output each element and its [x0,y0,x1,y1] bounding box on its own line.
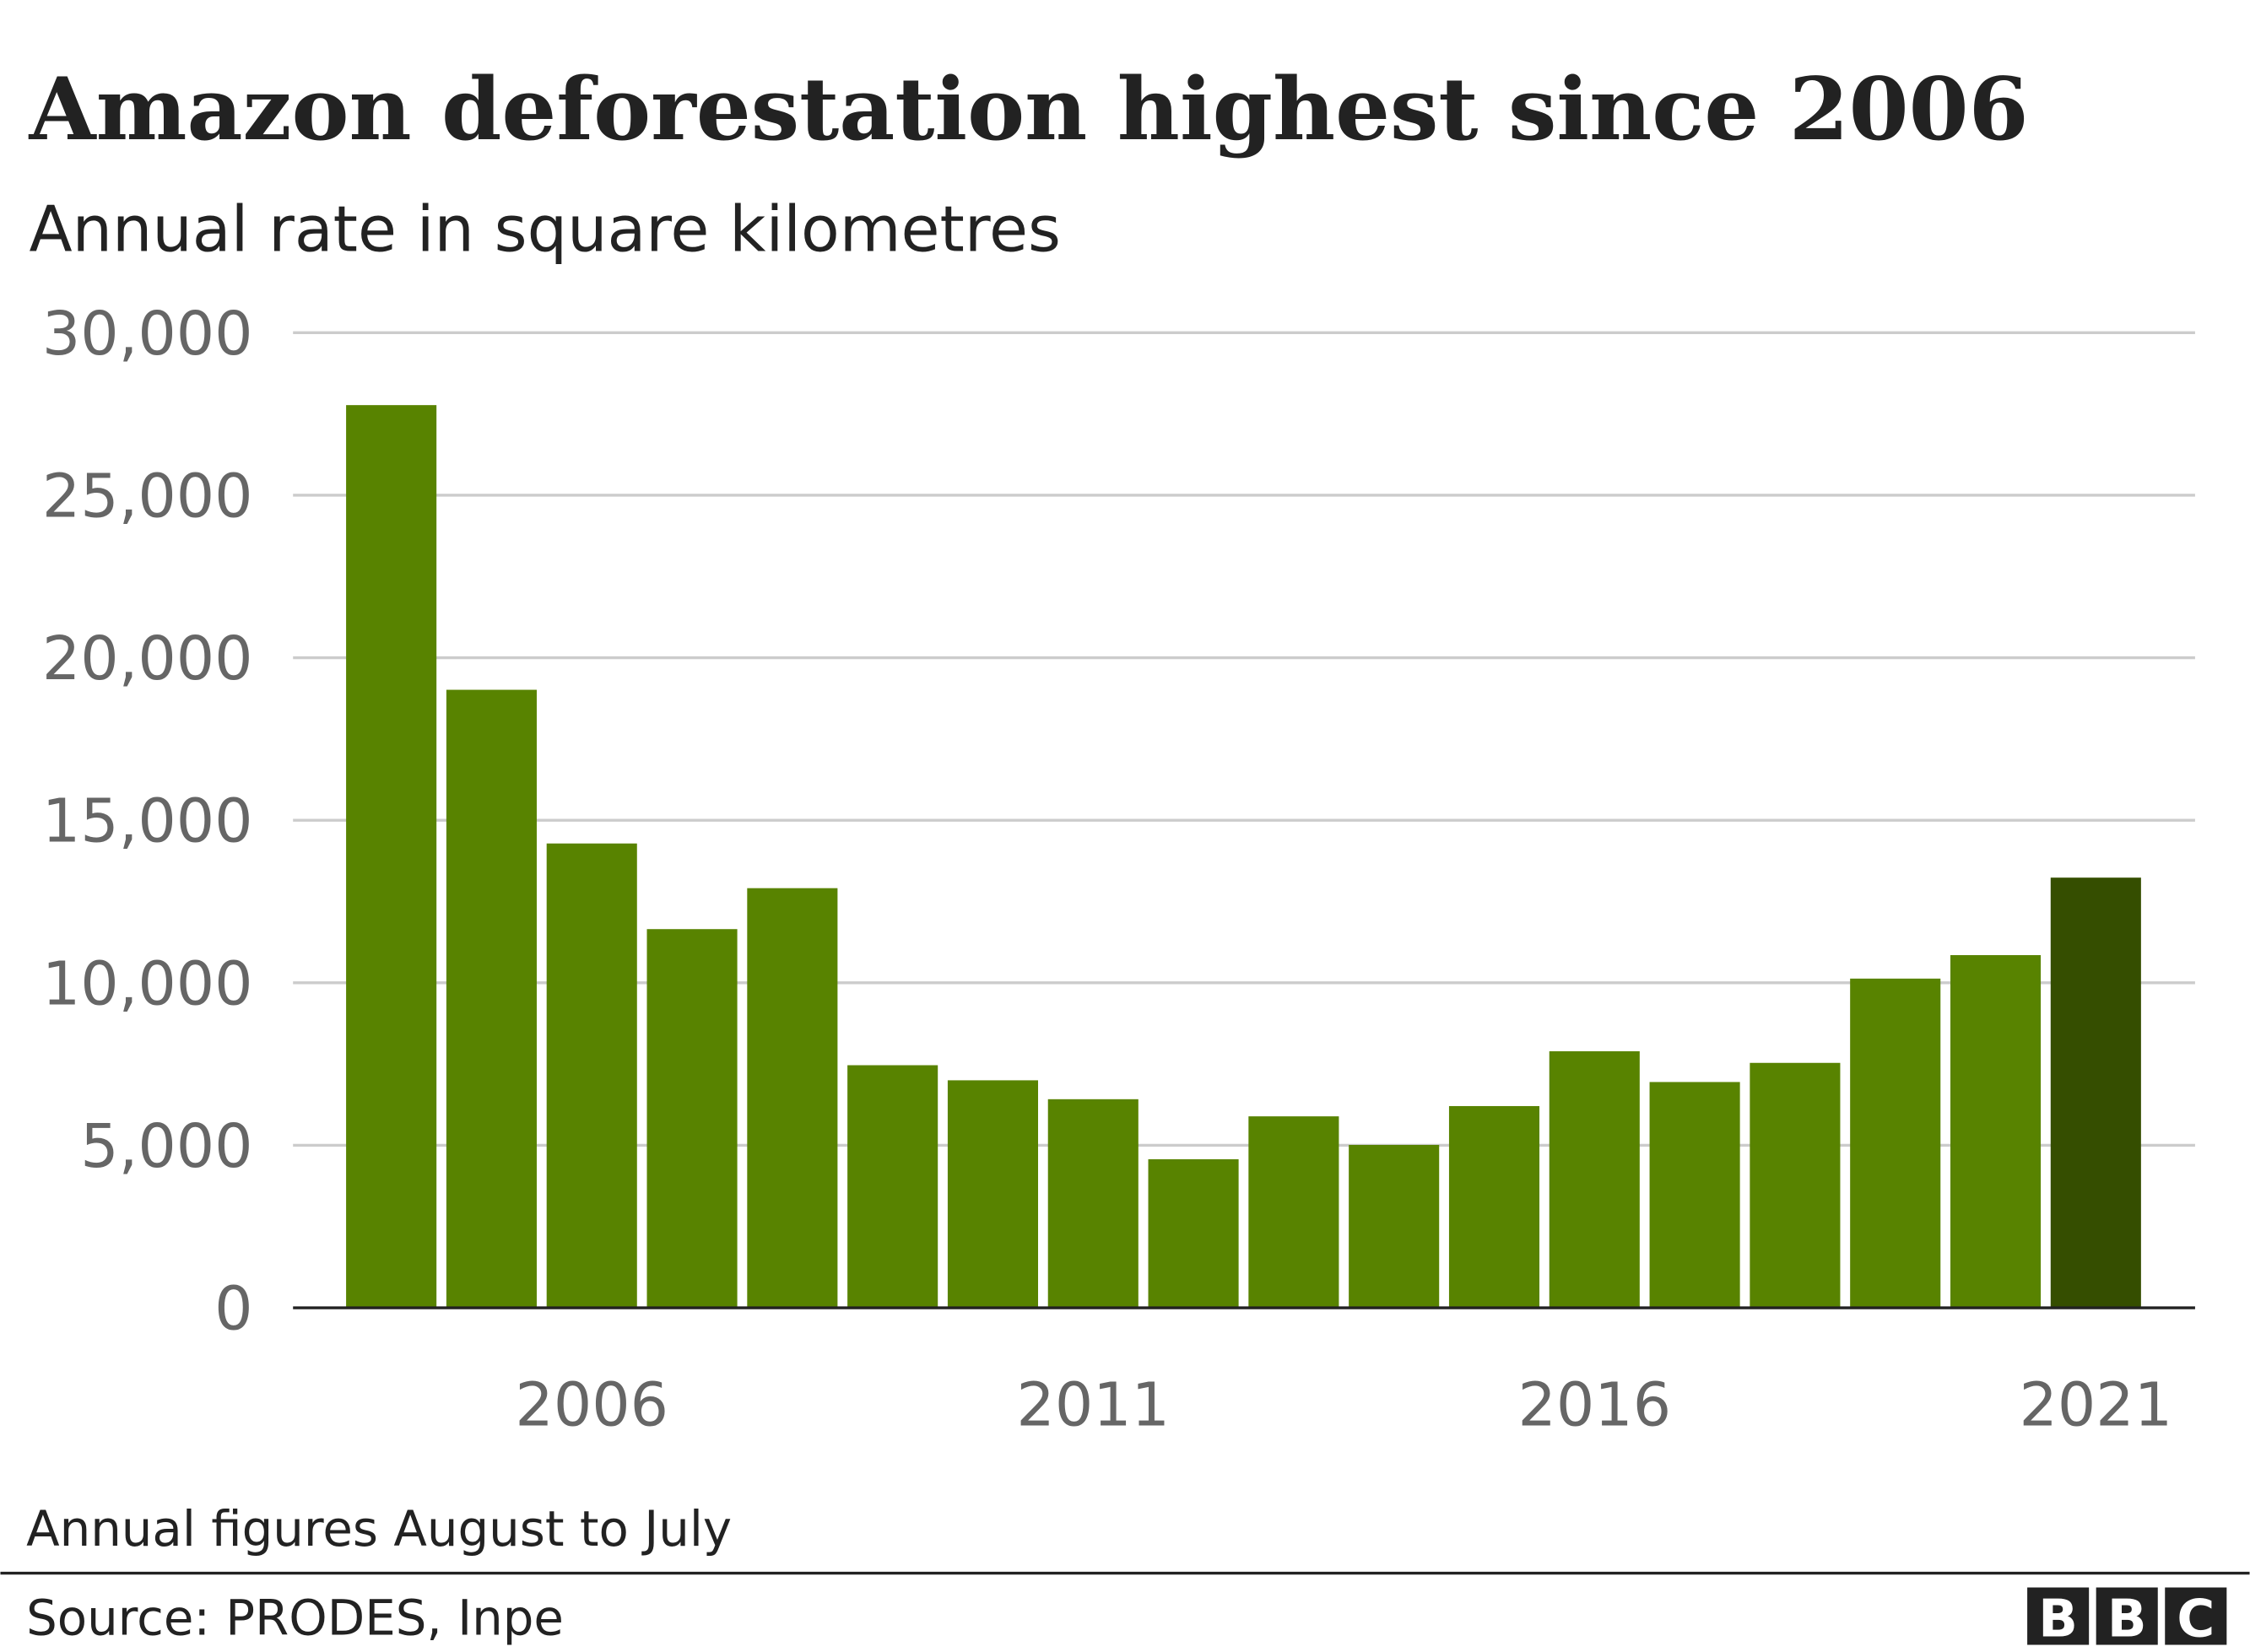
y-tick-label: 30,000 [42,299,253,369]
bar-2004 [346,405,437,1309]
y-tick-label: 5,000 [80,1111,252,1181]
y-tick-label: 0 [214,1274,252,1344]
bar-2011 [1047,1099,1139,1309]
bar-2008 [747,888,838,1309]
bar-2021 [2050,877,2141,1309]
bar-2018 [1750,1062,1841,1309]
x-tick-label: 2021 [2019,1369,2172,1439]
bar-2006 [546,843,637,1309]
bar-2012 [1148,1158,1239,1309]
bar-2013 [1248,1116,1339,1309]
y-tick-label: 10,000 [42,948,253,1018]
chart-subtitle: Annual rate in square kilometres [29,192,1060,266]
chart-title: Amazon deforestation highest since 2006 [28,59,2028,160]
bar-2015 [1448,1105,1540,1309]
bar-2019 [1850,978,1941,1309]
x-tick-label: 2011 [1016,1369,1170,1439]
y-tick-label: 20,000 [42,624,253,694]
svg-text:B: B [2038,1589,2078,1649]
bar-2005 [446,689,537,1309]
bar-2016 [1549,1051,1640,1309]
bar-2010 [947,1080,1039,1309]
svg-text:B: B [2107,1589,2147,1649]
bbc-logo: B B C [2027,1587,2227,1649]
svg-text:C: C [2177,1589,2215,1649]
bar-2014 [1349,1144,1440,1309]
bar-2009 [847,1065,938,1309]
y-tick-label: 25,000 [42,461,253,531]
bar-2020 [1950,955,2042,1309]
y-tick-label: 15,000 [42,786,253,856]
bar-2017 [1649,1082,1740,1309]
source-text: Source: PRODES, Inpe [26,1590,564,1647]
bar-2007 [646,929,738,1309]
x-tick-label: 2006 [515,1369,668,1439]
x-tick-label: 2016 [1517,1369,1671,1439]
footnote: Annual figures August to July [26,1500,732,1558]
